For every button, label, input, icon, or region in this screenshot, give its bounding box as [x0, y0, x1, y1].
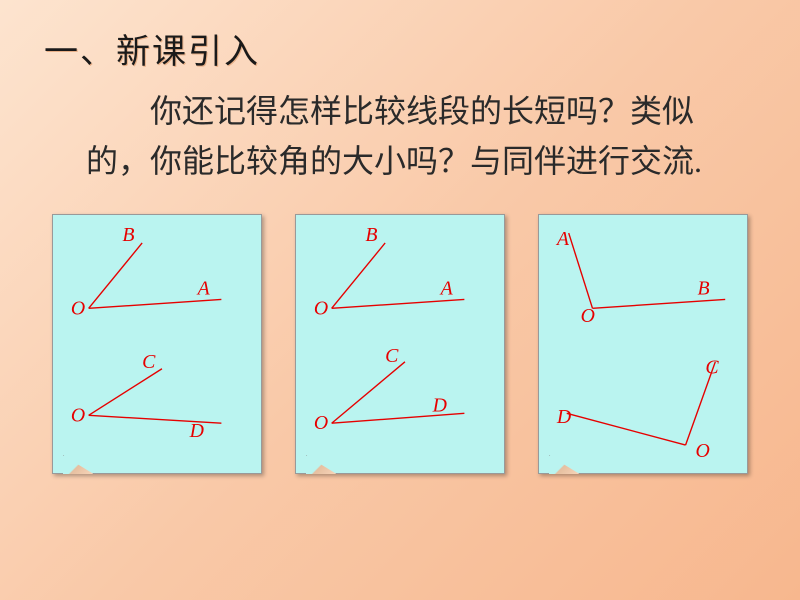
diagram-panel-2: O B A O C D — [295, 214, 505, 474]
point-label-A: A — [555, 228, 570, 250]
diagram-panels: O B A O C D O B A O C D O A B O C D — [52, 214, 748, 474]
ray-OA — [569, 233, 593, 308]
angle-diagram: O A B O C D — [539, 215, 747, 473]
point-label-B: B — [365, 224, 377, 246]
ray-OA — [332, 300, 465, 309]
ray-OB — [332, 243, 385, 308]
point-label-O: O — [581, 305, 595, 327]
diagram-panel-1: O B A O C D — [52, 214, 262, 474]
point-label-B: B — [122, 224, 134, 246]
diagram-panel-3: O A B O C D — [538, 214, 748, 474]
slide-title: 一、新课引入 — [44, 24, 756, 73]
point-label-D: D — [189, 420, 204, 442]
point-label-O: O — [71, 404, 85, 426]
slide-body-text: 你还记得怎样比较线段的长短吗？类似的，你能比较角的大小吗？与同伴进行交流. — [86, 87, 746, 186]
ray-OC — [332, 362, 405, 423]
point-label-C: C — [142, 351, 156, 373]
point-label-D: D — [556, 406, 571, 428]
ray-OC — [89, 369, 162, 416]
angle-diagram: O B A O C D — [296, 215, 504, 473]
point-label-O: O — [314, 297, 328, 319]
ray-OB — [89, 243, 142, 308]
ray-OD — [567, 414, 686, 446]
ray-OB — [592, 300, 725, 309]
point-label-D: D — [432, 395, 447, 417]
point-label-C: C — [385, 345, 399, 367]
point-label-B: B — [697, 278, 709, 300]
point-label-O: O — [314, 412, 328, 434]
point-label-A: A — [196, 278, 211, 300]
ray-OA — [89, 300, 222, 309]
point-label-O: O — [71, 297, 85, 319]
point-label-O: O — [695, 440, 709, 462]
slide: 一、新课引入 你还记得怎样比较线段的长短吗？类似的，你能比较角的大小吗？与同伴进… — [0, 0, 800, 600]
point-label-A: A — [439, 278, 454, 300]
point-label-C: C — [705, 357, 719, 379]
angle-diagram: O B A O C D — [53, 215, 261, 473]
